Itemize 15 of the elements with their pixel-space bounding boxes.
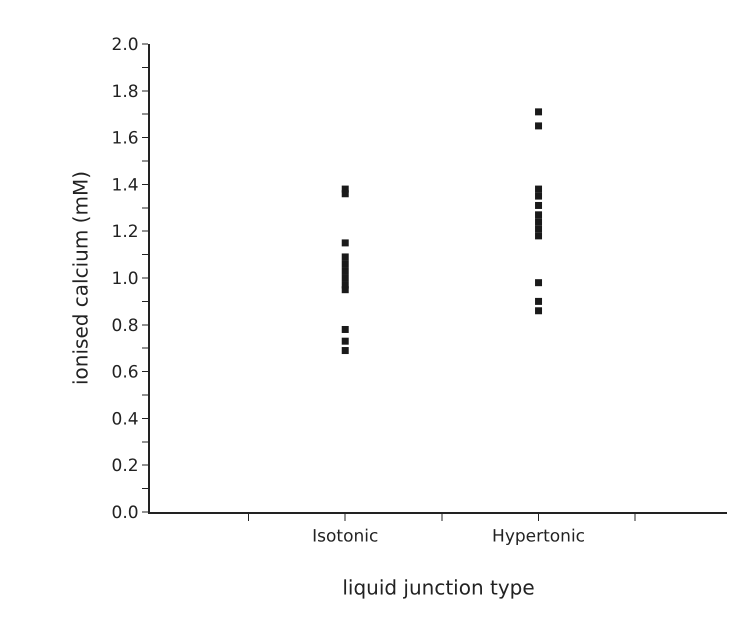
y-tick-label: 1.8 bbox=[112, 82, 139, 102]
y-axis-title: ionised calcium (mM) bbox=[68, 170, 93, 386]
y-tick-label: 0.2 bbox=[112, 456, 139, 476]
x-tick-label: Hypertonic bbox=[492, 526, 586, 546]
y-tick-label: 0.8 bbox=[112, 316, 139, 336]
text: 0.0 bbox=[112, 502, 139, 523]
y-tick-label: 1.2 bbox=[112, 222, 139, 242]
y-tick-label: 0.6 bbox=[112, 362, 139, 383]
y-tick-label: 1.4 bbox=[112, 175, 139, 196]
x-tick-label: Isotonic bbox=[312, 526, 378, 546]
y-tick-label: 0.4 bbox=[112, 409, 139, 430]
y-tick-label: 1.0 bbox=[112, 268, 139, 289]
x-axis-title: liquid junction type bbox=[342, 575, 535, 600]
y-tick-label: 1.6 bbox=[112, 128, 139, 149]
y-tick-label: 2.0 bbox=[112, 34, 139, 55]
